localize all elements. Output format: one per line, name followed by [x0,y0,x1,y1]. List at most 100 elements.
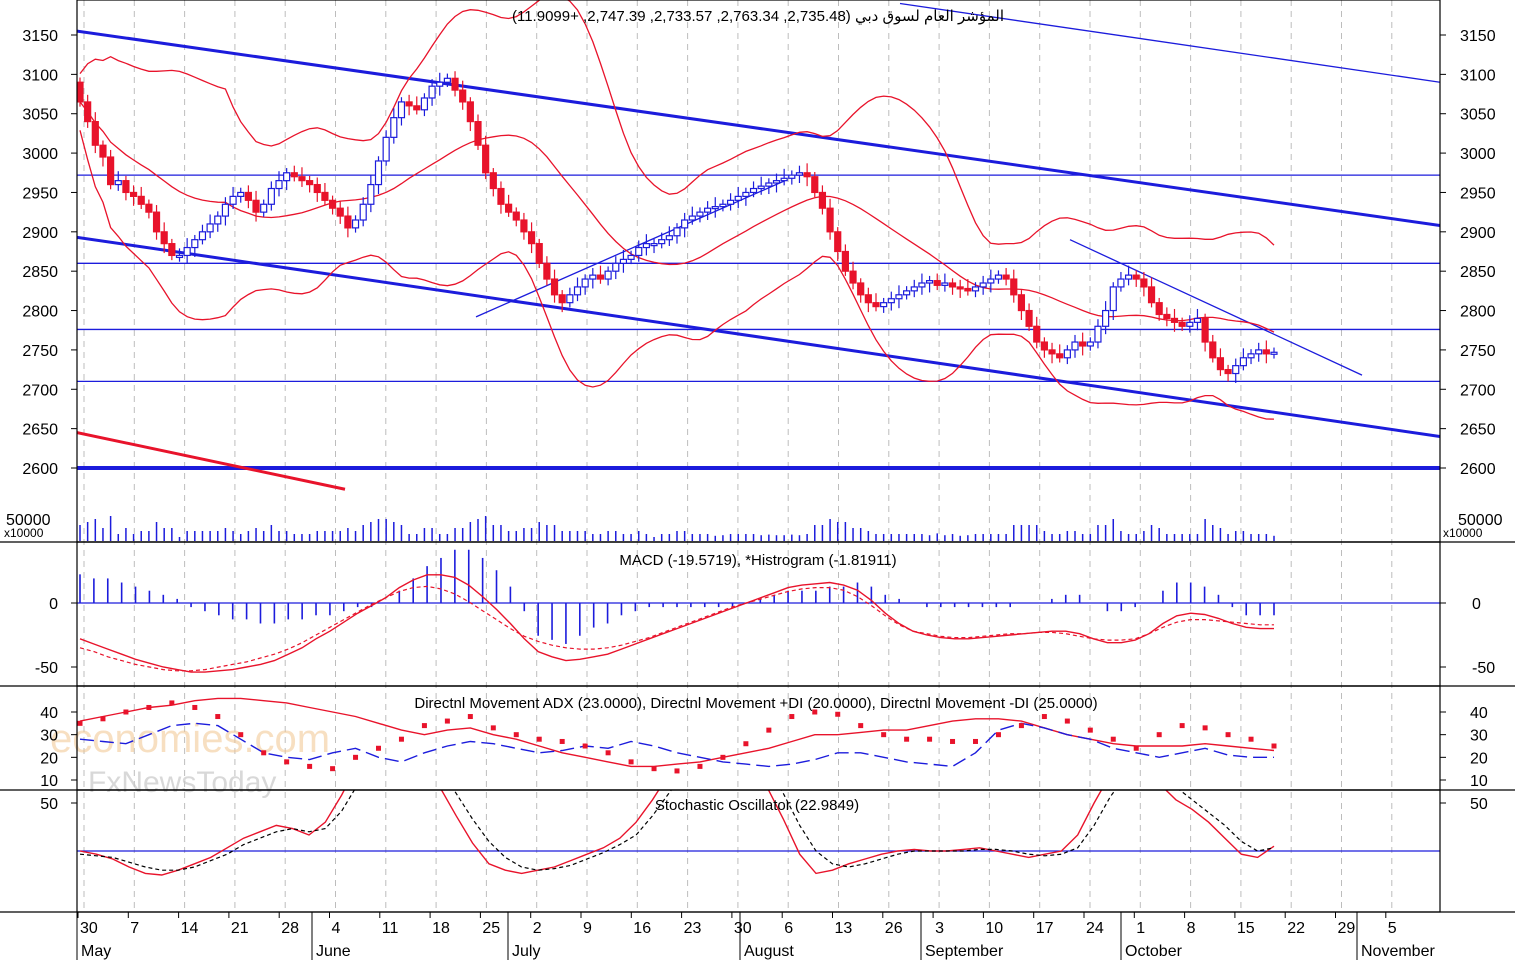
candle-body-120 [994,274,1003,280]
candle-body-142 [1163,313,1171,320]
x-tick-label-26: 5 [1388,920,1397,937]
x-tick-label-24: 22 [1287,920,1305,937]
trend-line-2 [899,2,1440,83]
x-tick-label-16: 26 [885,920,903,937]
month-label-2: July [512,943,540,960]
candle-body-30 [306,180,314,186]
dmi-tick-label-left-0: 40 [40,705,58,722]
minus-di-point-42 [1041,714,1047,720]
dmi-tick-label-right-2: 20 [1470,750,1488,767]
candle-body-127 [1048,349,1056,355]
candle-body-145 [1186,321,1194,327]
minus-di-point-26 [674,768,680,774]
candle-body-68 [596,274,605,280]
candle-body-12 [168,243,176,257]
minus-di-point-32 [812,709,818,715]
candle-body-69 [604,270,612,280]
candle-body-35 [344,215,352,229]
candle-body-105 [880,302,888,308]
stochastic-panel: Stochastic Oscillator (22.9849) 50 50 [40,790,1488,876]
candle-body-43 [405,101,413,107]
minus-di-point-52 [1271,743,1277,749]
candle-body-107 [895,294,903,300]
price-tick-label-right-3: 3000 [1460,146,1496,163]
price-tick-label-left-0: 3150 [22,28,58,45]
candle-body-9 [145,203,153,213]
candle-body-135 [1109,286,1117,312]
dmi-panel: Directnl Movement ADX (23.0000), Directn… [40,695,1488,790]
candle-body-91 [772,180,781,184]
candle-body-121 [1002,274,1010,280]
candle-body-126 [1040,341,1048,351]
minus-di-point-4 [169,700,175,706]
candle-body-84 [719,203,727,208]
candle-body-37 [359,203,367,221]
candle-body-51 [466,101,474,123]
price-tick-label-right-11: 2600 [1460,461,1496,478]
support-resistance-lines [77,174,1440,470]
x-tick-label-18: 10 [985,920,1003,937]
candle-body-119 [987,278,995,284]
candle-body-123 [1017,294,1026,312]
candle-body-49 [451,77,459,91]
x-tick-label-3: 21 [231,920,249,937]
dmi-y-axis: 40 40 30 30 20 20 10 10 [40,705,1488,790]
x-axis: 30 7 14 21 28 4 11 18 25 2 9 16 23 30 6 13 26 3 10 17 24 1 8 15… [76,912,1435,960]
x-tick-label-21: 1 [1136,920,1145,937]
candle-body-95 [803,172,811,178]
candle-body-116 [964,287,972,292]
candle-body-16 [198,231,207,241]
candle-body-27 [283,172,291,182]
minus-di-point-34 [858,723,864,729]
price-tick-label-left-6: 2850 [22,264,58,281]
minus-di-point-1 [100,716,106,722]
minus-di-point-6 [215,714,221,720]
candle-body-52 [474,120,482,146]
minus-di-point-2 [123,709,129,715]
candle-body-130 [1071,341,1079,351]
dmi-plot [77,697,1277,774]
candle-body-114 [948,282,957,288]
minus-di-point-33 [835,711,841,717]
candle-body-102 [857,282,865,296]
candle-body-94 [795,172,804,176]
x-tick-label-12: 23 [684,920,702,937]
macd-plot [77,549,1440,673]
candle-body-48 [443,77,451,83]
price-tick-label-left-2: 3050 [22,107,58,124]
candle-body-32 [321,191,329,201]
candle-body-62 [550,278,559,296]
red-trend-line [77,431,346,491]
candle-body-81 [696,211,704,217]
candle-body-149 [1216,357,1225,371]
stoch-k-line [79,790,1275,876]
price-tick-label-left-4: 2950 [22,185,58,202]
x-tick-label-22: 8 [1187,920,1196,937]
price-tick-label-left-11: 2600 [22,461,58,478]
price-tick-label-left-8: 2750 [22,343,58,360]
x-tick-label-5: 4 [332,920,341,937]
minus-di-point-23 [605,750,611,756]
candle-body-104 [872,302,880,308]
candle-body-108 [903,290,911,296]
candle-body-59 [527,231,536,245]
minus-di-point-28 [720,754,726,760]
candle-body-4 [107,156,115,186]
minus-di-point-8 [261,750,267,756]
minus-di-point-36 [904,736,910,742]
price-tick-label-left-1: 3100 [22,67,58,84]
candle-body-152 [1239,357,1247,367]
volume-unit-right: x10000 [1443,526,1483,540]
candle-body-76 [658,239,666,245]
candle-body-11 [160,231,168,245]
minus-di-point-3 [146,704,152,710]
candle-body-46 [428,85,436,99]
candle-body-86 [734,195,742,201]
candle-body-137 [1124,274,1133,280]
candle-body-96 [811,176,819,194]
macd-tick-label-right-0: 0 [1472,596,1481,613]
price-tick-label-right-0: 3150 [1460,28,1496,45]
candle-body-99 [834,231,842,253]
candle-body-147 [1201,317,1209,343]
candle-body-25 [267,187,275,205]
